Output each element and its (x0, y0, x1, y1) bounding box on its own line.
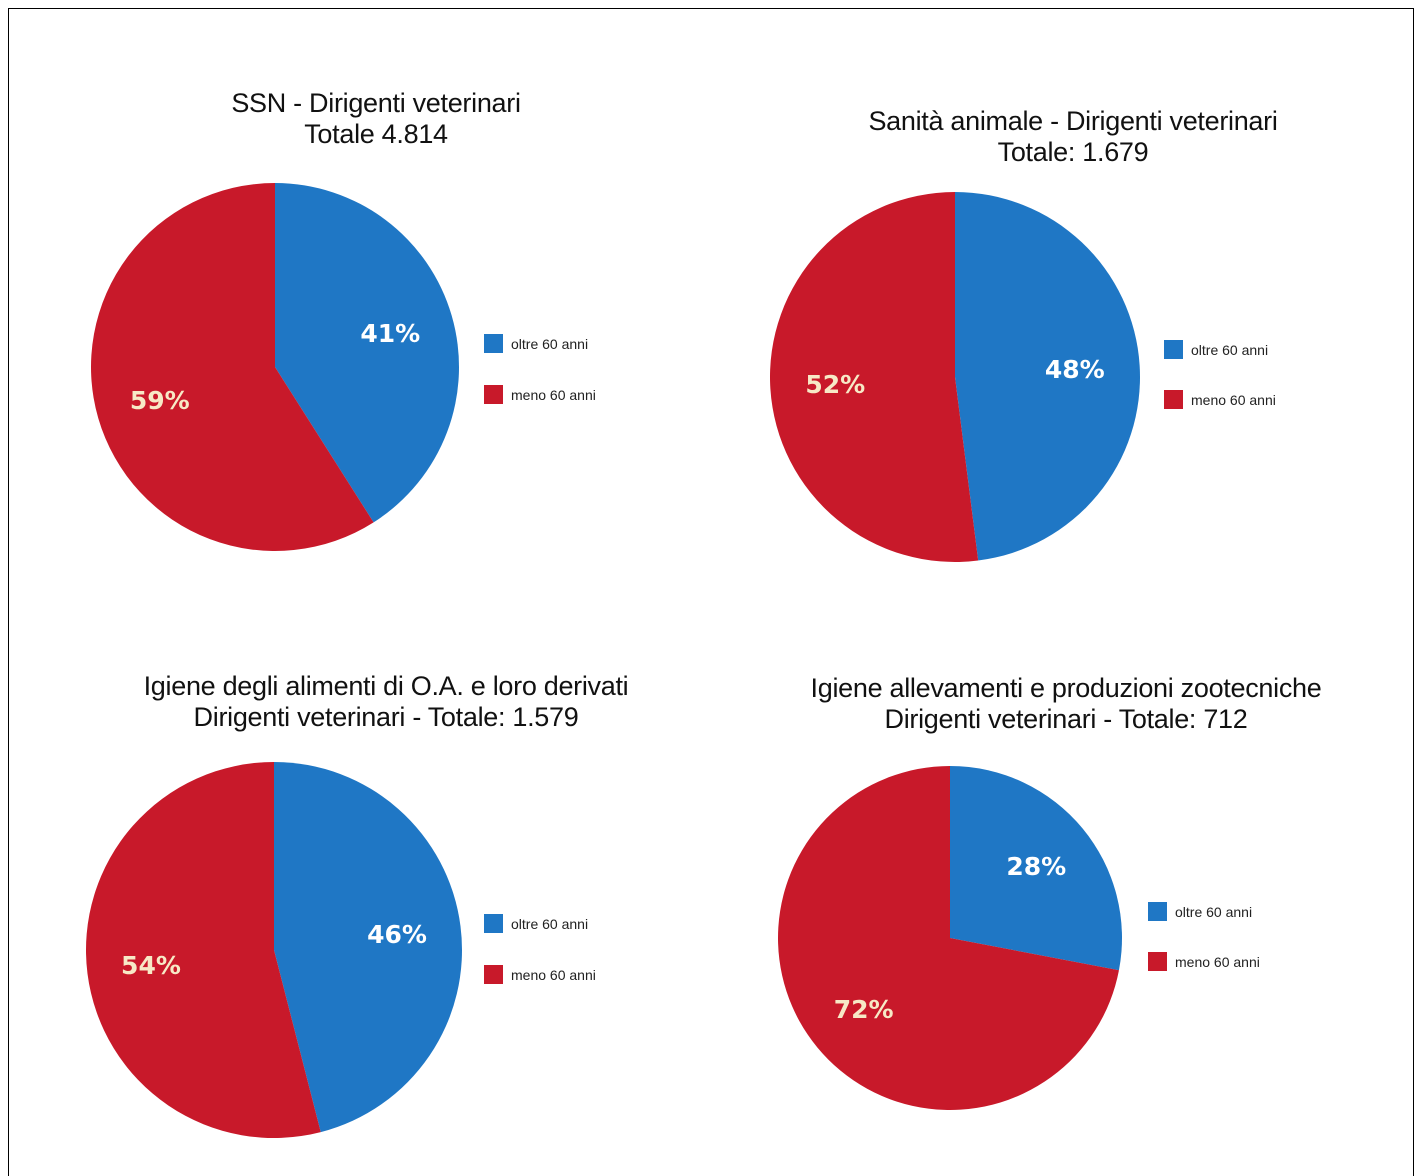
chart-4-legend-label-meno: meno 60 anni (1175, 953, 1260, 970)
chart-4-legend-swatch-oltre (1148, 902, 1167, 921)
chart-2-label-oltre: 48% (1045, 355, 1105, 384)
chart-2-legend-label-oltre: oltre 60 anni (1191, 341, 1269, 358)
chart-2-slice-oltre (955, 192, 1140, 561)
chart-4-legend-swatch-meno (1148, 952, 1167, 971)
chart-4-legend-label-oltre: oltre 60 anni (1175, 903, 1253, 920)
chart-4-legend-item-meno: meno 60 anni (1148, 952, 1260, 971)
chart-1-legend-item-meno: meno 60 anni (484, 385, 596, 404)
chart-1-legend-item-oltre: oltre 60 anni (484, 334, 588, 353)
chart-2-legend-item-meno: meno 60 anni (1164, 390, 1276, 409)
chart-3-legend-swatch-meno (484, 965, 503, 984)
chart-1-slice-meno (91, 183, 374, 551)
chart-2-title-line-1: Sanità animale - Dirigenti veterinari (868, 106, 1278, 136)
chart-2-legend-label-meno: meno 60 anni (1191, 391, 1276, 408)
chart-2-slice-meno (770, 192, 979, 562)
chart-1-legend-label-oltre: oltre 60 anni (511, 335, 589, 352)
chart-2-title: Sanità animale - Dirigenti veterinari To… (773, 106, 1373, 168)
chart-3-label-meno: 54% (121, 951, 181, 980)
chart-3-legend-swatch-oltre (484, 914, 503, 933)
chart-3-title-line-1: Igiene degli alimenti di O.A. e loro der… (143, 671, 629, 701)
chart-4-label-oltre: 28% (1006, 852, 1066, 881)
chart-3-slice-oltre (274, 761, 462, 1133)
chart-4-slice-oltre (950, 766, 1122, 971)
chart-2-legend-item-oltre: oltre 60 anni (1164, 340, 1268, 359)
chart-3-legend-label-meno: meno 60 anni (511, 966, 596, 983)
figure-frame (8, 8, 1414, 1176)
chart-4-legend-item-oltre: oltre 60 anni (1148, 902, 1252, 921)
chart-4-title-line-1: Igiene allevamenti e produzioni zootecni… (810, 673, 1322, 703)
chart-3-legend-label-oltre: oltre 60 anni (511, 915, 589, 932)
chart-2-title-line-2: Totale: 1.679 (997, 137, 1149, 167)
chart-1-label-oltre: 41% (360, 319, 420, 348)
chart-1-title-line-1: SSN - Dirigenti veterinari (231, 88, 521, 118)
chart-4-title-line-2: Dirigenti veterinari - Totale: 712 (884, 704, 1248, 734)
chart-1-legend-swatch-meno (484, 385, 503, 404)
chart-2-label-meno: 52% (805, 370, 865, 399)
chart-3-legend-item-oltre: oltre 60 anni (484, 914, 588, 933)
chart-1-slice-oltre (275, 183, 460, 523)
chart-4-slice-meno (777, 766, 1119, 1110)
chart-3-title-line-2: Dirigenti veterinari - Totale: 1.579 (193, 702, 579, 732)
chart-2-legend-swatch-oltre (1164, 340, 1183, 359)
chart-2-legend-swatch-meno (1164, 390, 1183, 409)
chart-1-title-line-2: Totale 4.814 (304, 119, 448, 149)
chart-4-label-meno: 72% (834, 995, 894, 1024)
chart-3-label-oltre: 46% (367, 920, 427, 949)
chart-1-legend-swatch-oltre (484, 334, 503, 353)
chart-3-legend-item-meno: meno 60 anni (484, 965, 596, 984)
chart-3-title: Igiene degli alimenti di O.A. e loro der… (46, 671, 726, 733)
chart-1-legend-label-meno: meno 60 anni (511, 386, 596, 403)
chart-1-label-meno: 59% (130, 386, 190, 415)
chart-3-slice-meno (85, 762, 321, 1138)
chart-4-title: Igiene allevamenti e produzioni zootecni… (746, 673, 1386, 735)
chart-1-title: SSN - Dirigenti veterinari Totale 4.814 (76, 88, 676, 150)
